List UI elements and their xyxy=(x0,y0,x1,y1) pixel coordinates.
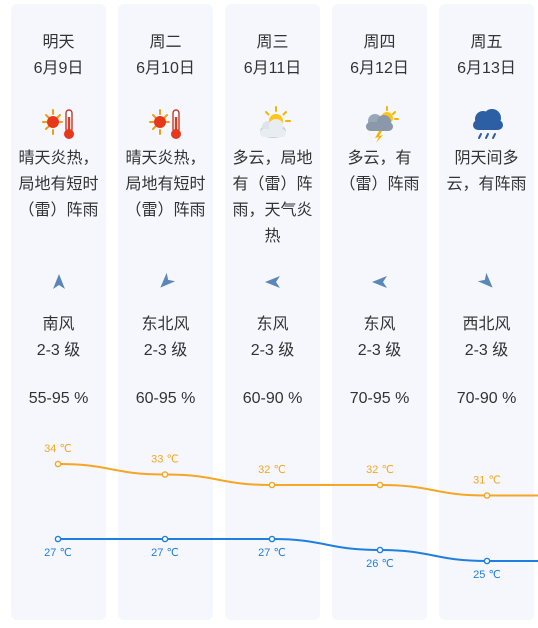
day-weekday-date: 周三 6月11日 xyxy=(243,34,302,77)
day-weekday-date: 周五 6月13日 xyxy=(457,34,516,77)
wind-info: 南风 2-3 级 xyxy=(36,316,81,359)
humidity: 55-95 % xyxy=(28,390,89,407)
humidity: 60-90 % xyxy=(242,390,303,407)
weather-description: 多云，有（雷）阵雨 xyxy=(339,150,420,193)
weather-description: 多云，局地有（雷）阵雨，天气炎热 xyxy=(232,150,313,245)
day-weekday-date: 周四 6月12日 xyxy=(350,34,409,77)
sunny-hot-icon xyxy=(149,109,181,139)
wind-info: 东北风 2-3 级 xyxy=(141,316,190,359)
cloudy-rain-icon xyxy=(473,109,503,139)
wind-direction-arrow-icon xyxy=(53,274,65,289)
wind-direction-arrow-icon xyxy=(372,276,387,288)
thunderstorm-icon xyxy=(366,106,399,143)
wind-direction-arrow-icon xyxy=(160,272,176,288)
wind-info: 西北风 2-3 级 xyxy=(462,316,511,359)
wind-direction-arrow-icon xyxy=(477,272,493,288)
sunny-hot-icon xyxy=(42,109,74,139)
humidity: 60-95 % xyxy=(135,390,196,407)
forecast-day-2: 周二 6月10日 晴天炎热，局地有短时（雷）阵雨 东北风 2-3 级 60-95 % xyxy=(118,4,213,620)
forecast-day-1: 明天 6月9日 晴天炎热，局地有短时（雷）阵雨 南风 2-3 级 55-95 % xyxy=(11,4,106,620)
day-weekday-date: 明天 6月9日 xyxy=(33,34,84,77)
humidity: 70-95 % xyxy=(349,390,410,407)
partly-cloudy-icon xyxy=(260,106,291,138)
forecast-day-3: 周三 6月11日 多云，局地有（雷）阵雨，天气炎热 东风 2-3 级 60-90 % xyxy=(225,4,320,620)
forecast-day-4: 周四 6月12日 多云，有（雷）阵雨 东风 2-3 级 70-95 % xyxy=(332,4,427,620)
wind-info: 东风 2-3 级 xyxy=(250,316,295,359)
wind-info: 东风 2-3 级 xyxy=(357,316,402,359)
wind-direction-arrow-icon xyxy=(265,276,280,288)
day-weekday-date: 周二 6月10日 xyxy=(136,34,195,77)
weather-description: 晴天炎热，局地有短时（雷）阵雨 xyxy=(125,150,206,219)
forecast-day-5: 周五 6月13日 阴天间多云，有阵雨 西北风 2-3 级 70-90 % xyxy=(439,4,534,620)
weather-description: 阴天间多云，有阵雨 xyxy=(446,150,527,193)
humidity: 70-90 % xyxy=(456,390,517,407)
weather-description: 晴天炎热，局地有短时（雷）阵雨 xyxy=(18,150,99,219)
